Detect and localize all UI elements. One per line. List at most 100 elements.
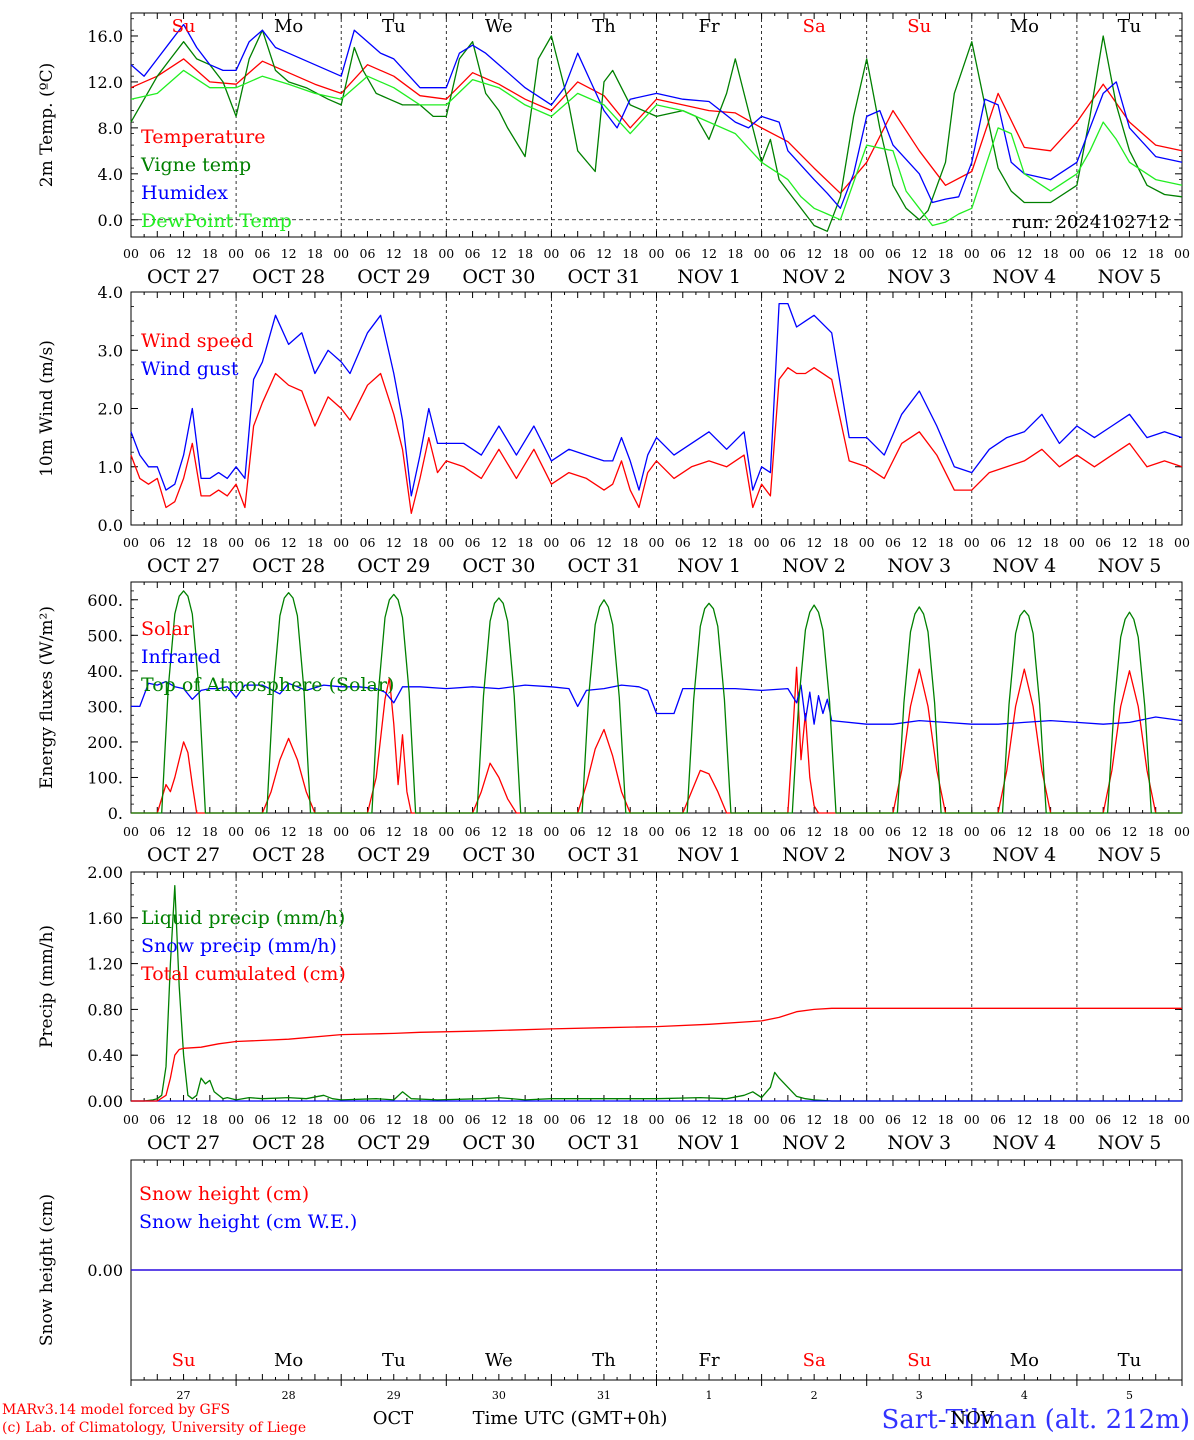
date-label: NOV 1 <box>677 266 741 288</box>
day-number-label: 31 <box>597 1389 611 1402</box>
day-number-label: 5 <box>1126 1389 1133 1402</box>
y-axis-label: Snow height (cm) <box>37 1194 57 1346</box>
date-label: OCT 28 <box>252 844 325 866</box>
y-tick-label: 12.0 <box>87 73 123 92</box>
weekday-label: Th <box>592 16 616 37</box>
y-tick-label: 4.0 <box>98 165 123 184</box>
y-tick-label: 0.00 <box>87 1092 123 1111</box>
day-number-label: 1 <box>706 1389 713 1402</box>
hour-tick-label: 00 <box>1069 535 1085 550</box>
day-number-label: 30 <box>492 1389 506 1402</box>
bottom-weekday-label: We <box>485 1350 513 1371</box>
hour-tick-label: 06 <box>780 535 796 550</box>
series-line <box>130 58 1183 194</box>
hour-tick-label: 06 <box>360 824 376 839</box>
hour-tick-label: 06 <box>465 535 481 550</box>
date-label: OCT 29 <box>357 1132 430 1154</box>
hour-tick-label: 06 <box>885 1112 901 1127</box>
hour-tick-label: 00 <box>649 824 665 839</box>
y-axis-label: Precip (mm/h) <box>37 925 57 1048</box>
hour-tick-label: 18 <box>412 535 428 550</box>
hour-tick-label: 00 <box>859 824 875 839</box>
day-number-label: 3 <box>916 1389 923 1402</box>
series-line <box>130 302 1183 497</box>
y-tick-label: 600. <box>87 591 123 610</box>
hour-tick-label: 00 <box>228 535 244 550</box>
hour-tick-label: 18 <box>622 535 638 550</box>
series-line <box>131 1007 1182 1102</box>
bottom-weekday-label: Su <box>172 1350 196 1371</box>
legend-entry: Liquid precip (mm/h) <box>141 907 345 929</box>
hour-tick-label: 18 <box>412 246 428 261</box>
footer-credit-lab: (c) Lab. of Climatology, University of L… <box>2 1420 306 1436</box>
hour-tick-label: 00 <box>438 535 454 550</box>
day-number-label: 4 <box>1021 1389 1028 1402</box>
hour-tick-label: 18 <box>1148 1112 1164 1127</box>
hour-tick-label: 06 <box>360 1112 376 1127</box>
hour-tick-label: 00 <box>859 246 875 261</box>
hour-tick-label: 18 <box>832 535 848 550</box>
energy-flux-panel: 0. 100. 200. 300. 400. 500. 600. Energy fluxes … <box>37 581 1183 823</box>
hour-tick-label: 12 <box>1121 1112 1137 1127</box>
y-tick-label: 100. <box>87 768 123 787</box>
hour-tick-label: 18 <box>517 824 533 839</box>
date-label: OCT 29 <box>357 266 430 288</box>
hour-tick-label: 18 <box>517 1112 533 1127</box>
hour-tick-label: 18 <box>727 535 743 550</box>
hour-tick-label: 18 <box>727 1112 743 1127</box>
legend-entry: Temperature <box>141 126 265 148</box>
hour-tick-label: 00 <box>1174 246 1190 261</box>
footer-credit-model: MARv3.14 model forced by GFS <box>2 1402 230 1418</box>
hour-tick-label: 12 <box>386 246 402 261</box>
weekday-label: Su <box>907 16 931 37</box>
hour-tick-label: 06 <box>254 535 270 550</box>
hour-tick-label: 12 <box>806 824 822 839</box>
hour-tick-label: 00 <box>649 1112 665 1127</box>
wind-panel: 0.0 1.0 2.0 3.0 4.0 10m Wind (m/s) Wind speed W… <box>37 283 1183 535</box>
hour-tick-label: 06 <box>360 246 376 261</box>
hour-tick-label: 18 <box>202 535 218 550</box>
hour-tick-label: 18 <box>1148 246 1164 261</box>
hour-tick-label: 00 <box>543 1112 559 1127</box>
date-label: NOV 1 <box>677 1132 741 1154</box>
date-label: OCT 29 <box>357 844 430 866</box>
hour-tick-label: 06 <box>570 1112 586 1127</box>
hour-tick-label: 06 <box>1095 1112 1111 1127</box>
hour-tick-label: 00 <box>859 535 875 550</box>
hour-tick-label: 12 <box>281 1112 297 1127</box>
hour-tick-label: 18 <box>307 824 323 839</box>
date-label: OCT 28 <box>252 266 325 288</box>
hour-tick-label: 18 <box>517 535 533 550</box>
date-label: NOV 2 <box>782 266 846 288</box>
hour-tick-label: 18 <box>202 246 218 261</box>
bottom-weekday-label: Sa <box>803 1350 826 1371</box>
bottom-weekday-label: Th <box>592 1350 616 1371</box>
hour-tick-label: 06 <box>254 824 270 839</box>
hour-tick-label: 06 <box>570 246 586 261</box>
hour-tick-label: 18 <box>622 246 638 261</box>
date-label: OCT 30 <box>462 266 535 288</box>
hour-tick-label: 12 <box>596 1112 612 1127</box>
hour-tick-label: 00 <box>543 535 559 550</box>
day-number-label: 28 <box>282 1389 296 1402</box>
hour-tick-label: 00 <box>754 535 770 550</box>
series-line <box>131 885 1182 1102</box>
hour-tick-label: 12 <box>701 824 717 839</box>
hour-tick-label: 12 <box>806 535 822 550</box>
hour-tick-label: 18 <box>832 1112 848 1127</box>
weekday-label: We <box>485 16 513 37</box>
hour-tick-label: 18 <box>1148 824 1164 839</box>
hour-tick-label: 06 <box>990 246 1006 261</box>
hour-tick-label: 12 <box>386 824 402 839</box>
hour-tick-label: 00 <box>964 246 980 261</box>
hour-tick-label: 18 <box>938 1112 954 1127</box>
y-tick-label: 0.40 <box>87 1046 123 1065</box>
hour-tick-label: 00 <box>228 1112 244 1127</box>
hour-tick-label: 06 <box>465 1112 481 1127</box>
bottom-weekday-label: Tu <box>382 1350 406 1371</box>
y-tick-label: 500. <box>87 626 123 645</box>
y-tick-label: 400. <box>87 662 123 681</box>
hour-tick-label: 18 <box>832 246 848 261</box>
y-tick-label: 0.0 <box>98 211 123 230</box>
